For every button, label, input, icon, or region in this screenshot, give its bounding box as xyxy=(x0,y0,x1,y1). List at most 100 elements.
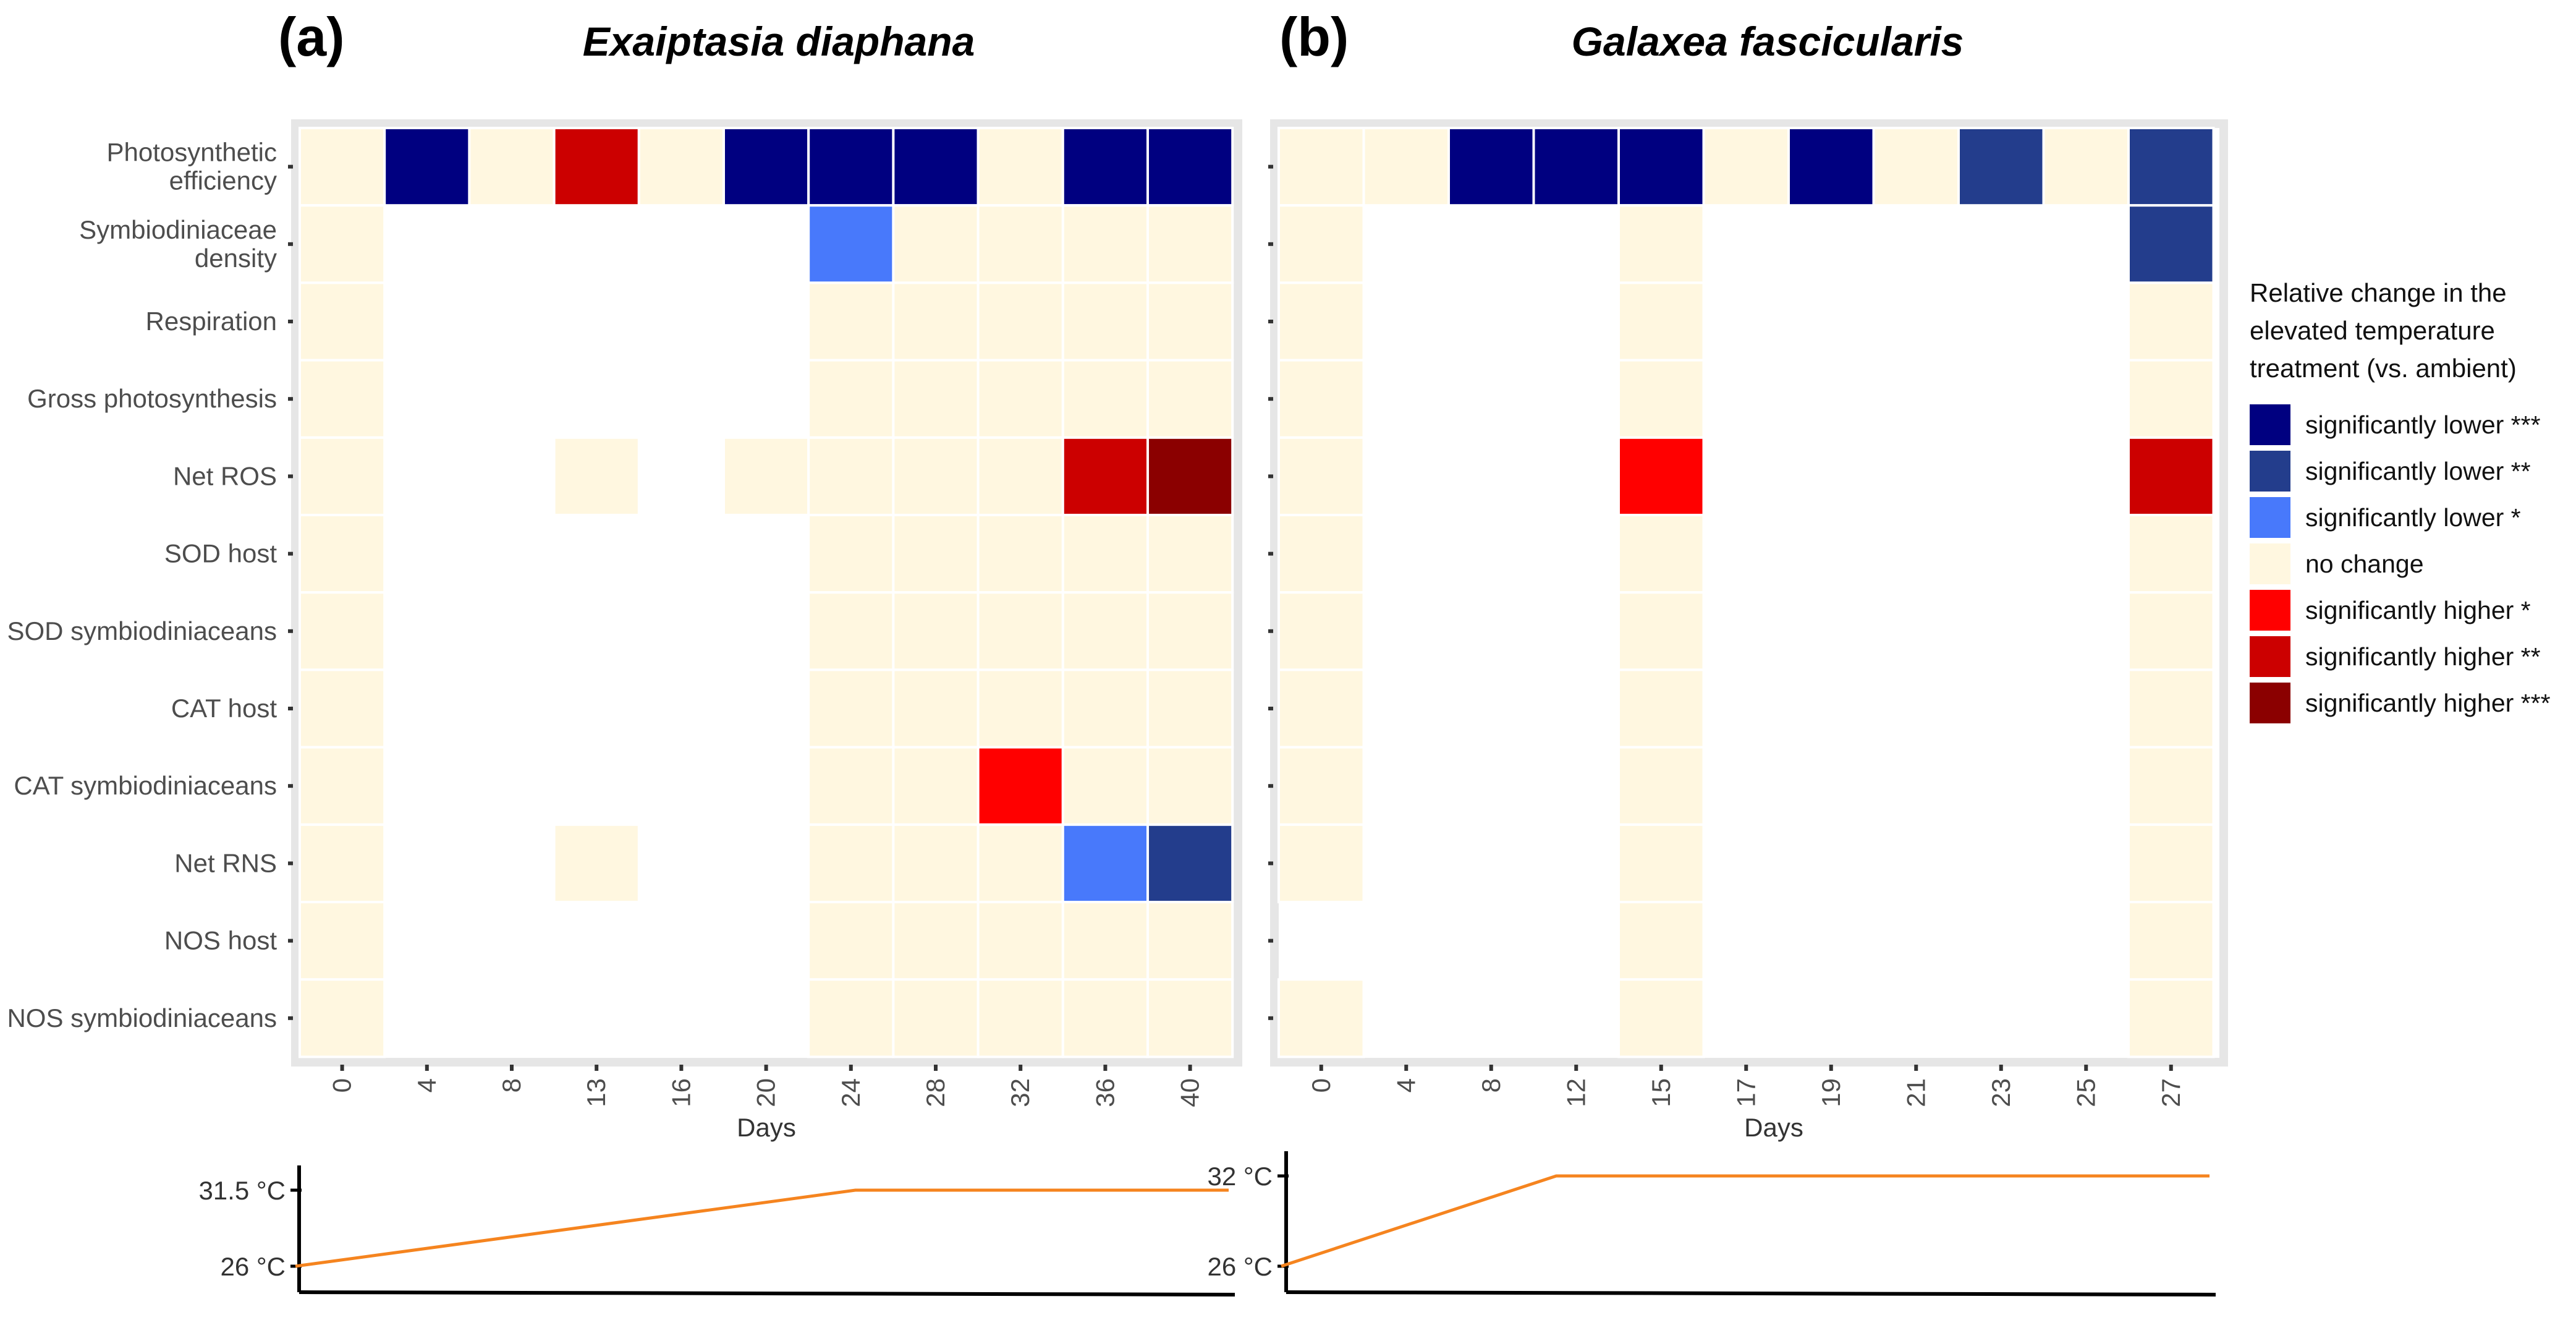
legend-swatch xyxy=(2250,404,2290,445)
temperature-line xyxy=(295,1188,1229,1268)
heatmap-cell xyxy=(977,901,1064,981)
heatmap-cell xyxy=(299,359,386,439)
legend-swatch xyxy=(2250,451,2290,492)
heatmap-cell xyxy=(977,514,1064,594)
heatmap-cell xyxy=(1061,436,1150,516)
legend-swatch xyxy=(2250,497,2290,538)
row-label-line: Net ROS xyxy=(173,461,277,490)
row-label: Net RNS xyxy=(174,848,277,877)
day-label: 15 xyxy=(1646,1078,1676,1107)
day-label: 16 xyxy=(666,1078,695,1107)
heatmap-cell xyxy=(2127,901,2215,981)
temperature-tick-label: 26 °C xyxy=(1207,1252,1273,1281)
heatmap-cell xyxy=(299,514,386,594)
heatmap-cell xyxy=(1617,591,1705,671)
row-label-line: CAT symbiodiniaceans xyxy=(14,771,277,800)
heatmap-cell xyxy=(1146,436,1234,516)
legend-title: Relative change in the xyxy=(2250,278,2507,307)
heatmap-cell xyxy=(2127,436,2215,516)
heatmap-cell xyxy=(299,901,386,981)
heatmap-cell xyxy=(807,668,895,749)
heatmap-cell xyxy=(2042,127,2130,207)
legend: Relative change in the elevated temperatu… xyxy=(2250,278,2551,723)
heatmap-cell xyxy=(1277,359,1365,439)
panel-a-heatmap-frame xyxy=(291,119,1242,1067)
row-label: Symbiodiniaceae density xyxy=(79,215,277,273)
heatmap-cell xyxy=(1617,204,1705,284)
heatmap-cell xyxy=(1617,823,1705,904)
temperature-line xyxy=(1281,1174,2210,1268)
row-label-line: Photosynthetic xyxy=(106,138,277,167)
row-label-line: NOS host xyxy=(164,926,277,955)
heatmap-cell xyxy=(892,204,980,284)
heatmap-cell xyxy=(807,901,895,981)
day-label: 40 xyxy=(1176,1078,1205,1107)
day-label: 25 xyxy=(2071,1078,2100,1107)
legend-label: no change xyxy=(2305,550,2424,578)
heatmap-cell xyxy=(1617,436,1705,516)
heatmap-cell xyxy=(1061,591,1150,671)
heatmap-cell xyxy=(892,746,980,826)
heatmap-cell xyxy=(1146,746,1234,826)
heatmap-cell xyxy=(1277,281,1365,362)
heatmap-cell xyxy=(299,127,386,207)
panel-a-day-labels: 0 4 8 13 16 20 24 28 32 36 40 xyxy=(328,1065,1205,1107)
heatmap-cell xyxy=(1146,668,1234,749)
heatmap-cell xyxy=(1617,746,1705,826)
legend-swatch xyxy=(2250,683,2290,723)
panel-b-cells xyxy=(1277,127,2215,1058)
panel-b-row-ticks xyxy=(1268,164,1273,1020)
day-label: 8 xyxy=(1477,1078,1506,1092)
heatmap-cell xyxy=(1277,127,1365,207)
heatmap-cell xyxy=(1146,823,1234,904)
heatmap-cell xyxy=(1617,359,1705,439)
heatmap-cell xyxy=(892,978,980,1058)
heatmap-cell xyxy=(807,591,895,671)
heatmap-cell xyxy=(299,204,386,284)
heatmap-cell xyxy=(1362,127,1450,207)
heatmap-cell xyxy=(637,127,726,207)
heatmap-cell xyxy=(807,823,895,904)
day-label: 32 xyxy=(1006,1078,1035,1107)
panel-b-x-axis-label: Days xyxy=(1744,1113,1803,1142)
day-label: 0 xyxy=(328,1078,357,1092)
row-label: Photosynthetic efficiency xyxy=(106,138,277,195)
legend-label: significantly lower * xyxy=(2305,503,2521,532)
heatmap-cell xyxy=(892,668,980,749)
temperature-tick-label: 31.5 °C xyxy=(198,1176,286,1205)
row-label: CAT symbiodiniaceans xyxy=(14,771,277,800)
heatmap-cell xyxy=(1617,514,1705,594)
heatmap-cell xyxy=(2127,746,2215,826)
heatmap-cell xyxy=(892,901,980,981)
heatmap-cell xyxy=(1447,127,1535,207)
temperature-x-axis xyxy=(299,1290,1235,1297)
heatmap-cell xyxy=(722,127,810,207)
heatmap-cell xyxy=(807,746,895,826)
heatmap-cell xyxy=(1277,591,1365,671)
day-label: 8 xyxy=(497,1078,526,1092)
day-label: 17 xyxy=(1731,1078,1760,1107)
heatmap-cell xyxy=(383,127,471,207)
panel-a-row-labels: Photosynthetic efficiency Symbiodiniaceae d… xyxy=(7,138,293,1033)
heatmap-cell xyxy=(1277,978,1365,1058)
panel-b-title: Galaxea fascicularis xyxy=(1572,19,1964,64)
panel-b-temperature-profile: 26 °C 32 °C xyxy=(1207,1151,2216,1297)
heatmap-cell xyxy=(299,978,386,1058)
heatmap-cell xyxy=(892,823,980,904)
panel-a-x-axis-label: Days xyxy=(737,1113,796,1142)
heatmap-cell xyxy=(553,823,640,904)
day-label: 12 xyxy=(1561,1078,1590,1107)
legend-label: significantly higher ** xyxy=(2305,642,2541,671)
heatmap-cell xyxy=(977,359,1064,439)
heatmap-cell xyxy=(299,668,386,749)
heatmap-cell xyxy=(2127,359,2215,439)
heatmap-cell xyxy=(807,281,895,362)
heatmap-cell xyxy=(553,436,640,516)
heatmap-cell xyxy=(1061,281,1150,362)
heatmap-cell xyxy=(1617,127,1705,207)
heatmap-cell xyxy=(977,978,1064,1058)
heatmap-cell xyxy=(1061,514,1150,594)
heatmap-cell xyxy=(1277,823,1365,904)
row-label-line: SOD host xyxy=(164,539,277,568)
legend-title: elevated temperature xyxy=(2250,316,2495,345)
